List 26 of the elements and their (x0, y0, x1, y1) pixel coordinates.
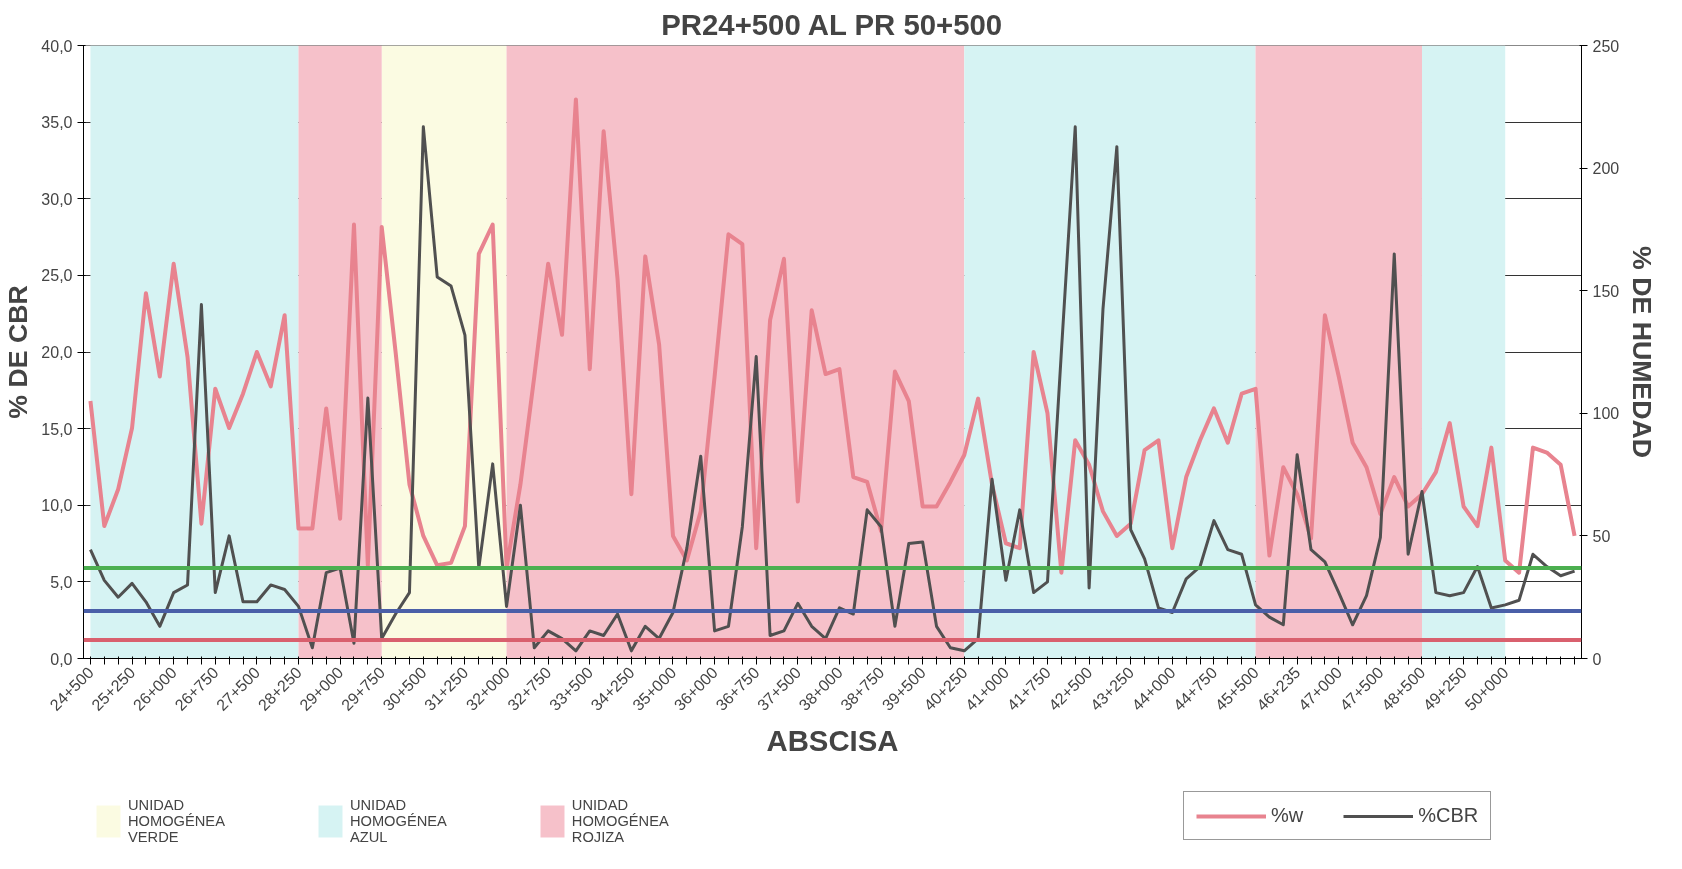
line-series (88, 97, 1577, 575)
legend-label: UNIDAD HOMOGÉNEA ROJIZA (571, 797, 669, 845)
legend-label: %w (1271, 804, 1304, 827)
y-tick-label: 5,0 (50, 573, 73, 591)
legend-label: UNIDAD HOMOGÉNEA AZUL (349, 797, 447, 845)
y2-tick-label: 50 (1592, 527, 1611, 545)
y2-tick-label: 150 (1592, 282, 1620, 300)
y2-tick-label: 250 (1592, 37, 1620, 55)
y-tick-label: 15,0 (41, 420, 73, 438)
y-axis-title: % DE CBR (3, 285, 34, 419)
y-tick-label: 10,0 (41, 497, 73, 515)
x-axis-title: ABSCISA (766, 724, 899, 758)
y2-tick-label: 100 (1592, 405, 1620, 423)
y-tick-label: 20,0 (41, 344, 73, 361)
y-tick-label: 35,0 (41, 114, 73, 132)
y2-tick-label: 0 (1592, 650, 1602, 668)
chart-title: PR24+500 AL PR 50+500 (661, 7, 1003, 41)
y2-tick-label: 200 (1592, 160, 1620, 178)
legend-label: %CBR (1418, 804, 1479, 827)
y-tick-label: 30,0 (41, 190, 73, 208)
y-tick-label: 25,0 (41, 267, 73, 285)
y-tick-label: 0,0 (50, 650, 73, 668)
legend-label: UNIDAD HOMOGÉNEA VERDE (128, 797, 225, 845)
line-series (88, 125, 1577, 653)
y-tick-label: 40,0 (41, 37, 73, 55)
y2-axis-title: % DE HUMEDAD (1627, 246, 1658, 458)
